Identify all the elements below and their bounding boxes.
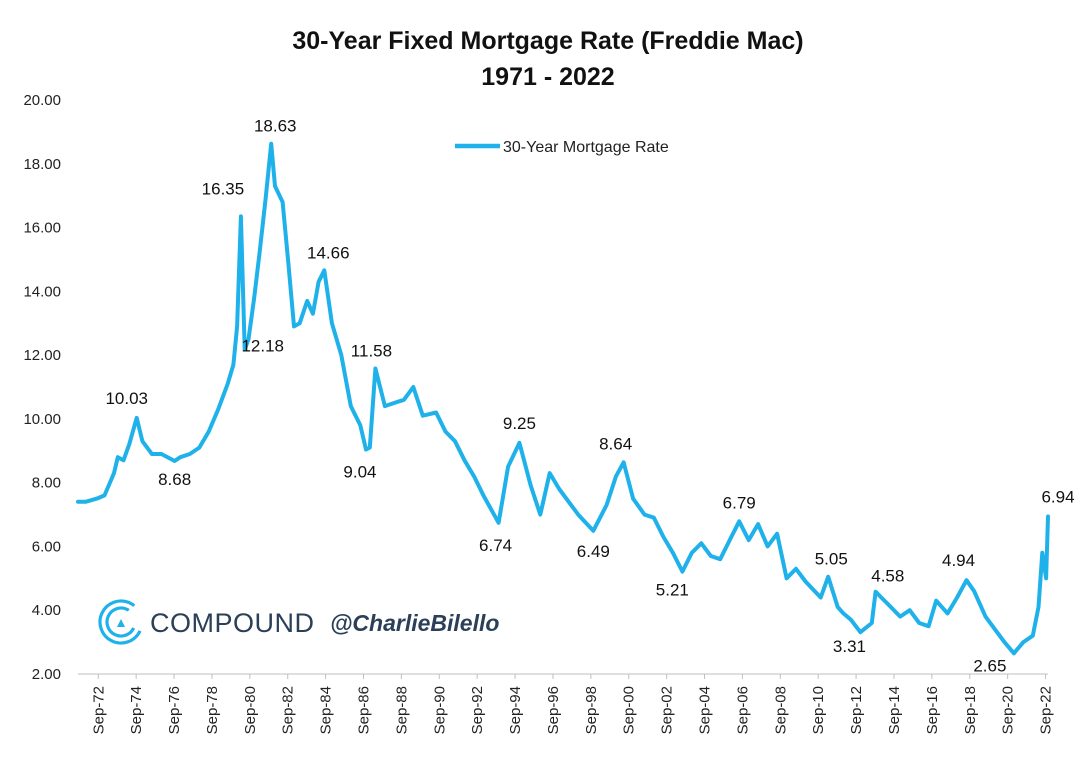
- brand-name: COMPOUND: [150, 608, 315, 638]
- data-label: 16.35: [202, 179, 245, 198]
- x-tick-label: Sep-76: [166, 686, 183, 734]
- x-tick-label: Sep-08: [772, 686, 789, 734]
- legend: 30-Year Mortgage Rate: [455, 139, 669, 156]
- x-tick-label: Sep-98: [583, 686, 600, 734]
- x-tick-label: Sep-02: [659, 686, 676, 734]
- x-tick-label: Sep-82: [280, 686, 297, 734]
- x-tick-label: Sep-16: [924, 686, 941, 734]
- x-tick-label: Sep-94: [507, 686, 524, 734]
- y-tick-label: 16.00: [23, 220, 61, 237]
- x-tick-label: Sep-18: [962, 686, 979, 734]
- chart-subtitle: 1971 - 2022: [481, 63, 614, 91]
- x-tick-label: Sep-80: [242, 686, 259, 734]
- y-tick-label: 12.00: [23, 347, 61, 364]
- data-label: 14.66: [307, 243, 350, 262]
- compound-c-logo-icon: [98, 599, 144, 645]
- x-tick-label: Sep-14: [886, 686, 903, 734]
- x-tick-label: Sep-12: [848, 686, 865, 734]
- data-label: 5.05: [815, 550, 848, 569]
- data-label: 6.94: [1041, 487, 1074, 506]
- x-tick-label: Sep-20: [1000, 686, 1017, 734]
- data-label: 4.94: [942, 551, 975, 570]
- series-line-30-year-mortgage-rate: [76, 141, 1050, 656]
- brand-block: COMPOUND @CharlieBilello: [98, 599, 499, 645]
- x-tick-label: Sep-90: [431, 686, 448, 734]
- x-tick-label: Sep-00: [621, 686, 638, 734]
- data-label: 10.03: [105, 389, 148, 408]
- y-tick-label: 2.00: [32, 666, 61, 683]
- x-tick-label: Sep-06: [734, 686, 751, 734]
- data-label: 2.65: [973, 656, 1006, 675]
- y-tick-label: 10.00: [23, 411, 61, 428]
- brand-handle: @CharlieBilello: [330, 610, 499, 636]
- x-tick-label: Sep-78: [204, 686, 221, 734]
- x-tick-label: Sep-74: [128, 686, 145, 734]
- y-axis: 20.00 18.00 16.00 14.00 12.00 10.00 8.00 6.00 4.…: [23, 92, 61, 683]
- data-label: 11.58: [351, 342, 392, 361]
- data-label: 12.18: [241, 336, 284, 355]
- data-label: 6.49: [577, 542, 610, 561]
- x-tick-label: Sep-04: [697, 686, 714, 734]
- y-tick-label: 4.00: [32, 602, 61, 619]
- x-tick-label: Sep-92: [469, 686, 486, 734]
- data-label: 18.63: [254, 117, 297, 136]
- y-tick-label: 18.00: [23, 156, 61, 173]
- x-tick-label: Sep-22: [1038, 686, 1055, 734]
- x-tick-label: Sep-10: [810, 686, 827, 734]
- data-labels: 10.03 8.68 16.35 12.18 18.63 14.66 11.58 9.04 9.…: [105, 117, 1074, 676]
- data-label: 8.68: [158, 470, 191, 489]
- data-label: 6.74: [479, 536, 512, 555]
- x-tick-label: Sep-96: [545, 686, 562, 734]
- x-tick-label: Sep-72: [90, 686, 107, 734]
- data-label: 6.79: [723, 493, 756, 512]
- x-tick-label: Sep-86: [356, 686, 373, 734]
- data-label: 9.25: [503, 414, 536, 433]
- chart-title: 30-Year Fixed Mortgage Rate (Freddie Mac…: [292, 27, 803, 55]
- y-tick-label: 14.00: [23, 283, 61, 300]
- data-label: 3.31: [833, 637, 866, 656]
- y-tick-label: 8.00: [32, 475, 61, 492]
- data-label: 5.21: [656, 581, 689, 600]
- x-tick-label: Sep-88: [393, 686, 410, 734]
- data-label: 9.04: [343, 463, 376, 482]
- data-label: 4.58: [871, 567, 904, 586]
- y-tick-label: 20.00: [23, 92, 61, 109]
- x-axis: Sep-72 Sep-74 Sep-76 Sep-78 Sep-80 Sep-82 Sep-…: [78, 673, 1055, 734]
- x-tick-label: Sep-84: [318, 686, 335, 734]
- legend-label: 30-Year Mortgage Rate: [503, 139, 669, 156]
- data-label: 8.64: [599, 434, 632, 453]
- y-tick-label: 6.00: [32, 538, 61, 555]
